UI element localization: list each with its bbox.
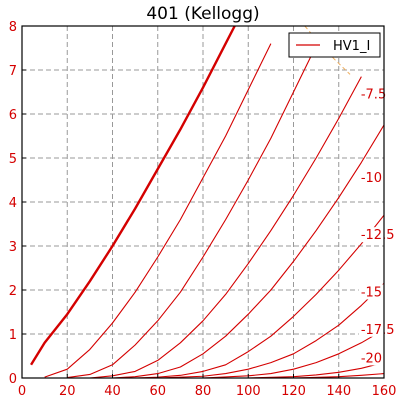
plate-curve <box>67 45 317 379</box>
curve-label-background <box>358 170 387 185</box>
curve-label-background <box>358 227 403 243</box>
y-tick-label: 5 <box>9 152 17 167</box>
curve-label: -12.5 <box>361 228 395 243</box>
y-tick-label: 4 <box>9 196 17 211</box>
plate-curve <box>30 25 236 366</box>
x-tick-label: 140 <box>326 384 351 399</box>
x-tick-label: 80 <box>195 384 212 399</box>
legend: HV1_I <box>288 32 381 58</box>
y-tick-label: 2 <box>9 284 17 299</box>
y-tick-label: 0 <box>9 372 17 387</box>
curve-label-background <box>358 284 387 300</box>
curve-label: -17.5 <box>361 323 395 338</box>
x-tick-label: 160 <box>372 384 397 399</box>
x-tick-label: 0 <box>18 384 26 399</box>
y-tick-label: 1 <box>9 328 17 343</box>
y-tick-label: 6 <box>9 108 17 123</box>
y-axis-ticks: 0 1 2 3 4 5 6 7 8 <box>9 20 26 387</box>
curve-label: -10 <box>361 171 382 186</box>
plate-curves <box>30 25 385 379</box>
x-tick-label: 100 <box>236 384 261 399</box>
curve-label-background <box>358 321 403 337</box>
curve-label: -20 <box>361 351 382 366</box>
plot-frame <box>21 25 385 379</box>
chart-title: 401 (Kellogg) <box>146 4 259 24</box>
x-tick-label: 120 <box>281 384 306 399</box>
curve-label: -15 <box>361 285 382 300</box>
plate-curve <box>293 373 385 379</box>
x-tick-label: 40 <box>104 384 121 399</box>
legend-label: HV1_I <box>333 39 370 54</box>
plate-curve <box>135 214 385 379</box>
plate-curve <box>248 362 385 379</box>
grid-lines <box>22 26 384 378</box>
y-tick-label: 3 <box>9 240 17 255</box>
x-tick-label: 60 <box>149 384 166 399</box>
curve-label-background <box>358 86 395 102</box>
x-tick-label: 20 <box>59 384 76 399</box>
curve-label: -7.5 <box>361 87 386 102</box>
plate-curve <box>112 124 385 379</box>
plate-curve <box>202 329 385 379</box>
y-tick-label: 8 <box>9 20 17 35</box>
plate-curve <box>89 76 362 379</box>
y-tick-label: 7 <box>9 64 17 79</box>
curve-labels: -7.5 -10 -12.5 -15 -17.5 -20 <box>358 86 403 366</box>
plate-curve <box>157 283 385 379</box>
x-axis-ticks: 0 20 40 60 80 100 120 140 160 <box>18 374 397 399</box>
curve-label-background <box>358 350 387 366</box>
plate-curve <box>44 43 272 378</box>
